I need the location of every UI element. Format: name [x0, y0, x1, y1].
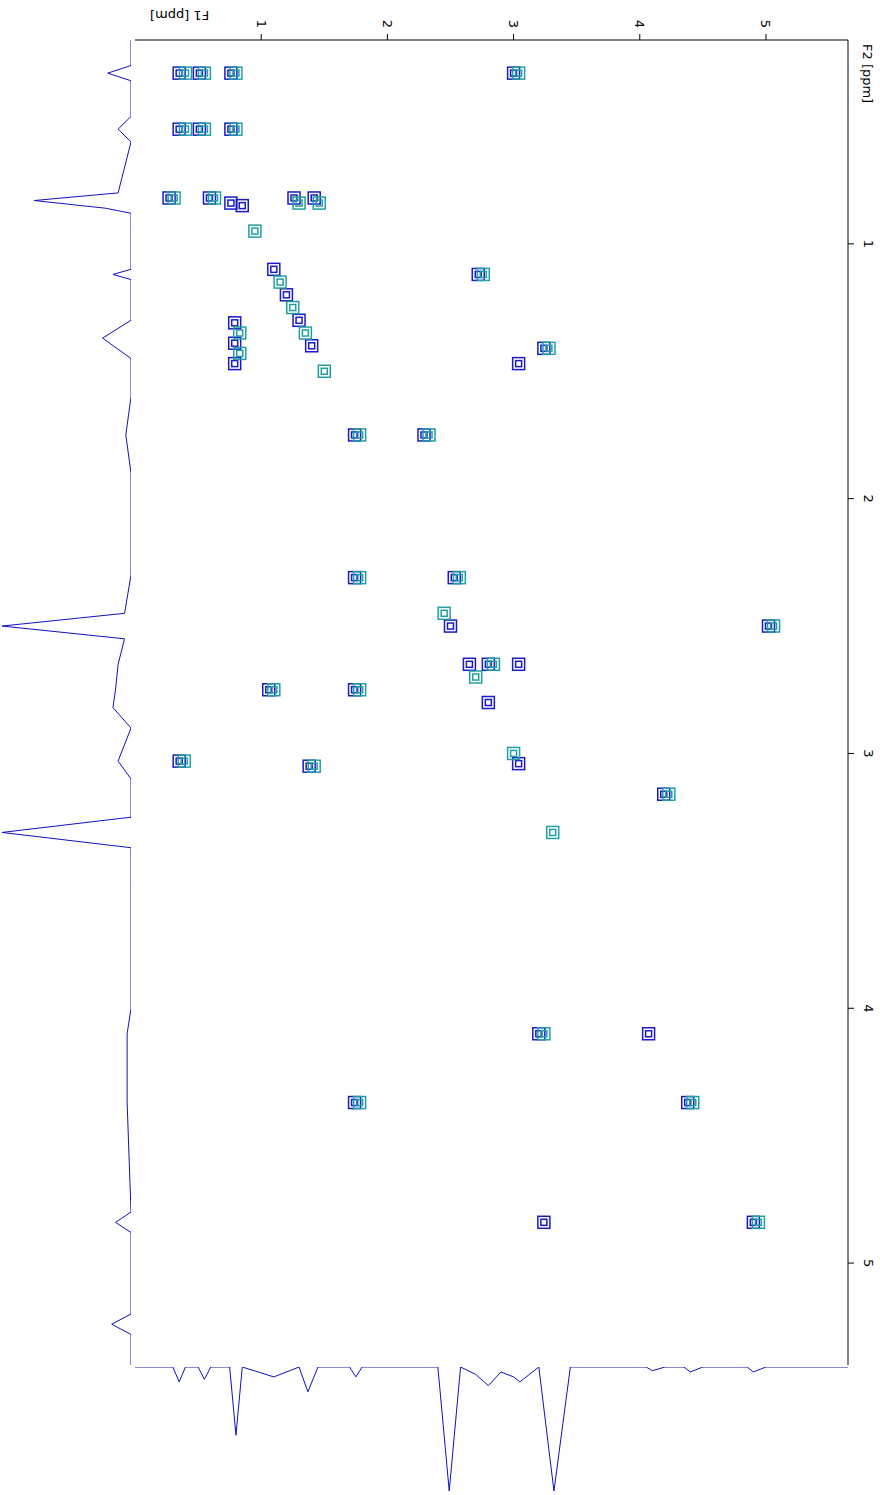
- html-text:F1 [ppm]: F1 [ppm]: [150, 8, 210, 23]
- svg-text:3: 3: [506, 20, 521, 28]
- svg-text:4: 4: [632, 20, 647, 28]
- html-text:F2 [ppm]: F2 [ppm]: [860, 44, 875, 104]
- svg-text:1: 1: [254, 20, 269, 28]
- svg-text:2: 2: [380, 20, 395, 28]
- svg-text:2: 2: [861, 495, 876, 503]
- svg-text:1: 1: [861, 240, 876, 248]
- svg-text:5: 5: [758, 20, 773, 28]
- svg-text:4: 4: [861, 1004, 876, 1012]
- svg-text:3: 3: [861, 749, 876, 757]
- svg-text:5: 5: [861, 1259, 876, 1267]
